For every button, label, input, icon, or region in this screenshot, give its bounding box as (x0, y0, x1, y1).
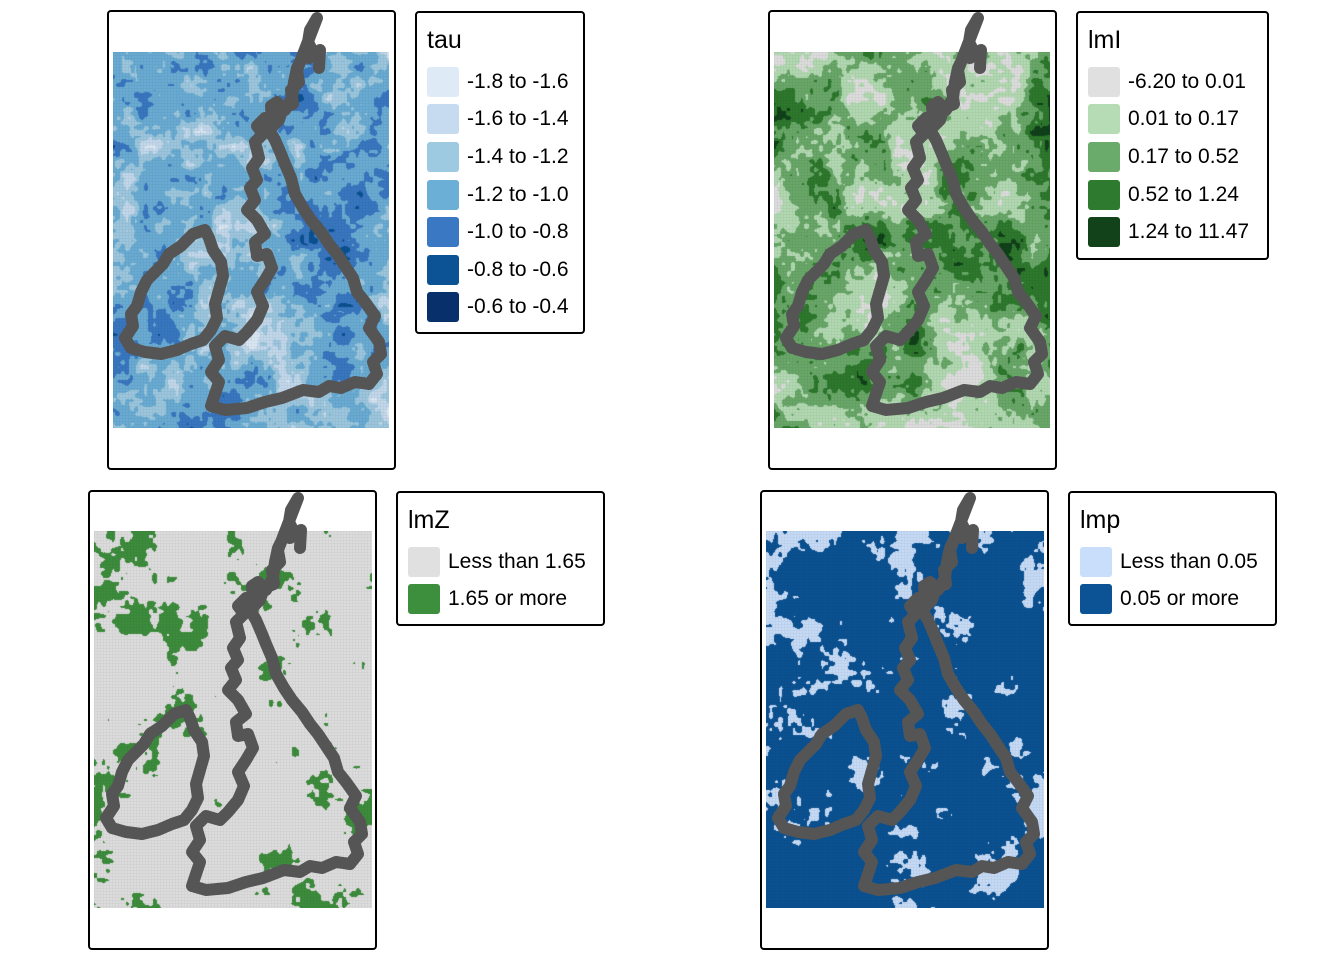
legend-items: Less than 1.65 1.65 or more (408, 543, 593, 618)
legend-items: Less than 0.05 0.05 or more (1080, 543, 1265, 618)
legend-label: -1.6 to -1.4 (467, 107, 569, 131)
legend-row: Less than 1.65 (408, 543, 593, 581)
legend-label: -6.20 to 0.01 (1128, 69, 1246, 93)
legend-row: 1.65 or more (408, 581, 593, 619)
legend-lmi: lmI -6.20 to 0.01 0.01 to 0.17 0.17 to 0.5… (1076, 11, 1269, 260)
coastline-lmz (100, 492, 368, 896)
legend-swatch (1088, 217, 1120, 248)
legend-label: -1.4 to -1.2 (467, 144, 569, 168)
legend-swatch (408, 546, 440, 577)
coastline-path (294, 524, 307, 554)
legend-row: -1.4 to -1.2 (427, 138, 573, 176)
legend-row: -1.0 to -0.8 (427, 213, 573, 251)
legend-swatch (427, 217, 459, 248)
legend-swatch (1088, 66, 1120, 97)
legend-label: -0.6 to -0.4 (467, 295, 569, 319)
coastline-path (772, 704, 882, 840)
coastline-path (313, 44, 326, 74)
legend-row: -0.8 to -0.6 (427, 251, 573, 289)
legend-items: -6.20 to 0.01 0.01 to 0.17 0.17 to 0.52 0.5… (1088, 63, 1257, 251)
legend-title: tau (427, 26, 462, 54)
legend-swatch (427, 292, 459, 323)
legend-label: 0.17 to 0.52 (1128, 144, 1239, 168)
legend-title: lmZ (408, 506, 450, 534)
legend-lmz: lmZ Less than 1.65 1.65 or more (396, 491, 605, 626)
legend-row: 1.24 to 11.47 (1088, 213, 1257, 251)
legend-lmp: lmp Less than 0.05 0.05 or more (1068, 491, 1277, 626)
legend-swatch (1080, 546, 1112, 577)
legend-label: 0.05 or more (1120, 587, 1240, 611)
legend-row: Less than 0.05 (1080, 543, 1265, 581)
legend-swatch (427, 254, 459, 285)
legend-label: -1.0 to -0.8 (467, 220, 569, 244)
coastline-tau (119, 12, 387, 416)
legend-label: -1.2 to -1.0 (467, 182, 569, 206)
legend-row: -1.2 to -1.0 (427, 176, 573, 214)
coastline-path (205, 12, 387, 416)
legend-label: 1.24 to 11.47 (1128, 220, 1250, 244)
legend-swatch (427, 141, 459, 172)
coastline-path (974, 44, 987, 74)
coastline-path (119, 224, 229, 360)
legend-row: -1.6 to -1.4 (427, 101, 573, 139)
legend-row: -0.6 to -0.4 (427, 289, 573, 327)
legend-row: 0.05 or more (1080, 581, 1265, 619)
legend-swatch (1088, 179, 1120, 210)
legend-row: 0.52 to 1.24 (1088, 176, 1257, 214)
legend-swatch (427, 104, 459, 135)
legend-items: -1.8 to -1.6 -1.6 to -1.4 -1.4 to -1.2 -1.2… (427, 63, 573, 326)
legend-title: lmI (1088, 26, 1122, 54)
coastline-path (186, 492, 368, 896)
legend-swatch (427, 66, 459, 97)
coastline-path (966, 524, 979, 554)
legend-label: -1.8 to -1.6 (467, 69, 569, 93)
legend-label: 0.52 to 1.24 (1128, 182, 1239, 206)
legend-swatch (408, 584, 440, 615)
coastline-path (780, 224, 890, 360)
legend-swatch (427, 179, 459, 210)
legend-row: 0.17 to 0.52 (1088, 138, 1257, 176)
coastline-lmi (780, 12, 1048, 416)
legend-row: -1.8 to -1.6 (427, 63, 573, 101)
legend-label: Less than 1.65 (448, 549, 586, 573)
legend-title: lmp (1080, 506, 1121, 534)
legend-label: 0.01 to 0.17 (1128, 107, 1239, 131)
legend-row: 0.01 to 0.17 (1088, 101, 1257, 139)
coastline-path (858, 492, 1040, 896)
coastline-lmp (772, 492, 1040, 896)
legend-tau: tau -1.8 to -1.6 -1.6 to -1.4 -1.4 to -1.2… (415, 11, 585, 334)
coastline-path (866, 12, 1048, 416)
legend-swatch (1088, 104, 1120, 135)
legend-label: 1.65 or more (448, 587, 568, 611)
coastline-path (100, 704, 210, 840)
legend-swatch (1088, 141, 1120, 172)
legend-row: -6.20 to 0.01 (1088, 63, 1257, 101)
legend-label: -0.8 to -0.6 (467, 257, 569, 281)
legend-swatch (1080, 584, 1112, 615)
legend-label: Less than 0.05 (1120, 549, 1258, 573)
